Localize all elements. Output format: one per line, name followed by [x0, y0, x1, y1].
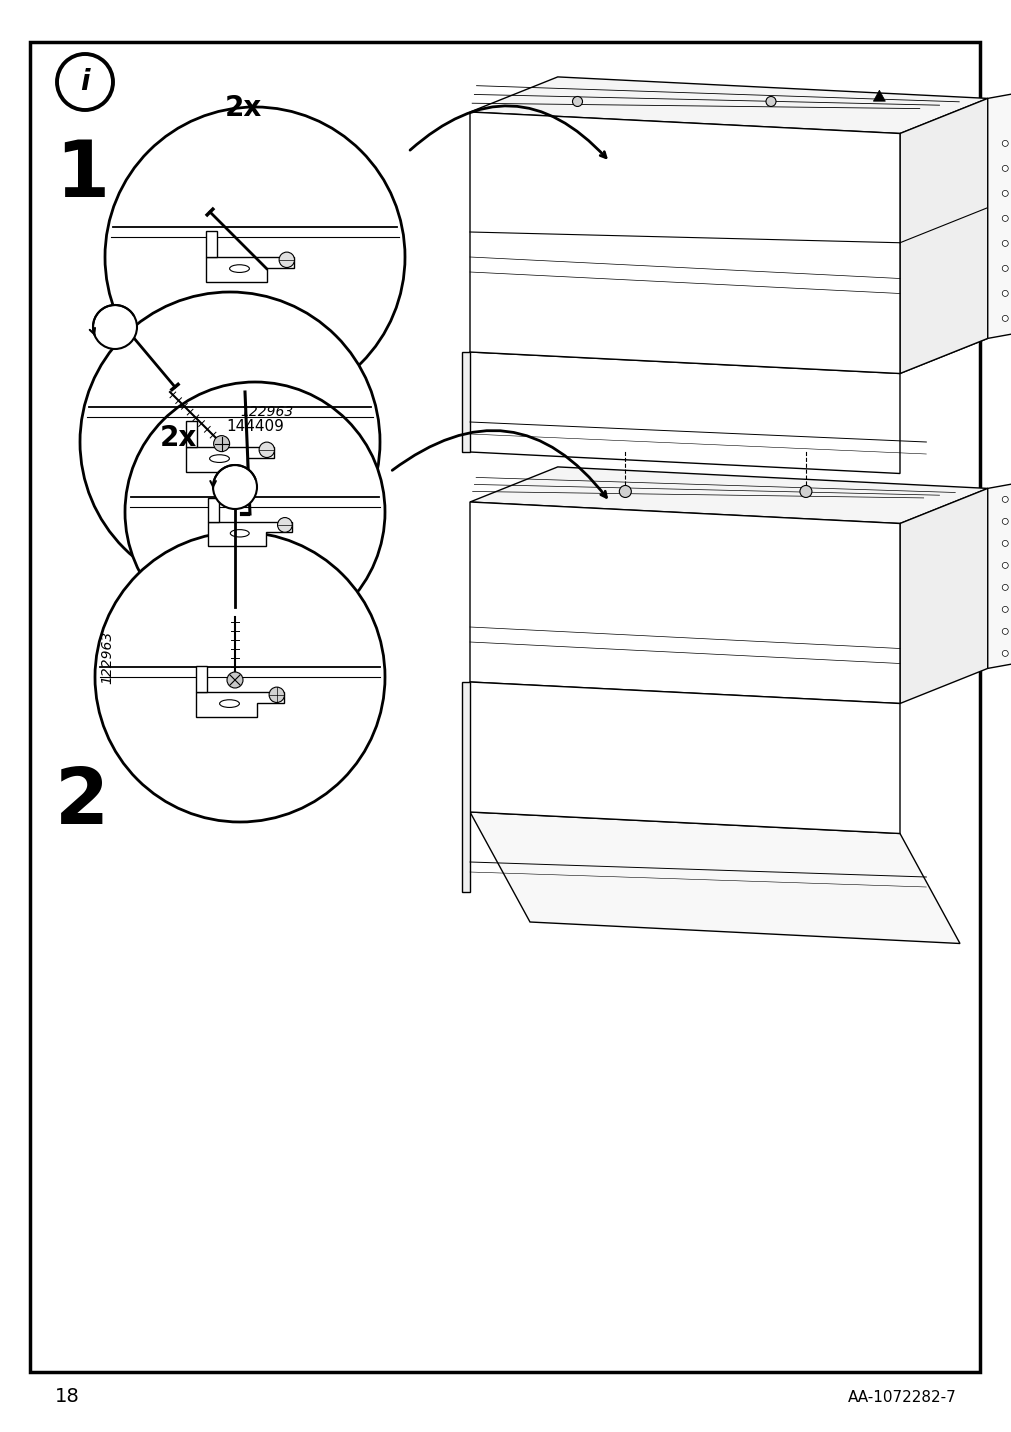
Circle shape [277, 517, 292, 533]
Ellipse shape [231, 530, 249, 537]
Circle shape [279, 252, 294, 268]
Circle shape [1001, 540, 1007, 547]
Circle shape [1001, 606, 1007, 613]
Ellipse shape [209, 455, 229, 463]
Polygon shape [196, 666, 207, 692]
Circle shape [1001, 140, 1007, 146]
Circle shape [1001, 241, 1007, 246]
Circle shape [93, 305, 136, 349]
Circle shape [1001, 629, 1007, 634]
Polygon shape [899, 488, 987, 703]
Circle shape [1001, 584, 1007, 590]
Polygon shape [206, 231, 217, 256]
Ellipse shape [219, 700, 240, 707]
Circle shape [269, 687, 284, 703]
Polygon shape [186, 447, 274, 471]
Circle shape [619, 485, 631, 497]
Circle shape [125, 382, 384, 642]
Polygon shape [206, 256, 294, 282]
Polygon shape [196, 692, 284, 717]
Circle shape [80, 292, 379, 591]
Polygon shape [987, 483, 1011, 669]
Text: 18: 18 [55, 1388, 80, 1406]
Circle shape [1001, 518, 1007, 524]
Circle shape [226, 672, 243, 687]
Circle shape [572, 96, 582, 106]
Circle shape [1001, 215, 1007, 222]
Text: 122963: 122963 [240, 405, 293, 420]
Polygon shape [469, 503, 899, 703]
Circle shape [1001, 497, 1007, 503]
Polygon shape [208, 497, 218, 521]
Text: 1: 1 [55, 137, 109, 213]
Polygon shape [462, 352, 469, 453]
Polygon shape [469, 316, 987, 374]
Circle shape [1001, 563, 1007, 569]
Circle shape [1001, 190, 1007, 196]
Polygon shape [469, 352, 899, 474]
Circle shape [1001, 166, 1007, 172]
Polygon shape [987, 92, 1011, 338]
Polygon shape [186, 421, 197, 447]
Text: 2x: 2x [224, 95, 262, 122]
Polygon shape [208, 521, 292, 546]
Circle shape [1001, 291, 1007, 296]
Polygon shape [469, 467, 987, 524]
Ellipse shape [229, 265, 249, 272]
Polygon shape [469, 77, 987, 133]
Text: 2: 2 [55, 765, 109, 841]
Circle shape [259, 442, 274, 457]
Circle shape [95, 533, 384, 822]
Circle shape [213, 435, 229, 451]
Circle shape [1001, 650, 1007, 656]
Polygon shape [469, 812, 959, 944]
Circle shape [212, 465, 257, 508]
Polygon shape [469, 682, 899, 833]
Polygon shape [899, 99, 987, 374]
Text: 122963: 122963 [100, 630, 114, 683]
Circle shape [1001, 265, 1007, 272]
Circle shape [105, 107, 404, 407]
Circle shape [765, 96, 775, 106]
Polygon shape [462, 682, 469, 892]
Circle shape [799, 485, 811, 497]
Circle shape [57, 54, 113, 110]
Polygon shape [872, 90, 885, 102]
Circle shape [1001, 315, 1007, 321]
Polygon shape [469, 112, 899, 374]
Text: 2x: 2x [160, 424, 197, 453]
Text: AA-1072282-7: AA-1072282-7 [847, 1389, 956, 1405]
Text: 144409: 144409 [225, 420, 284, 434]
Text: i: i [80, 67, 90, 96]
